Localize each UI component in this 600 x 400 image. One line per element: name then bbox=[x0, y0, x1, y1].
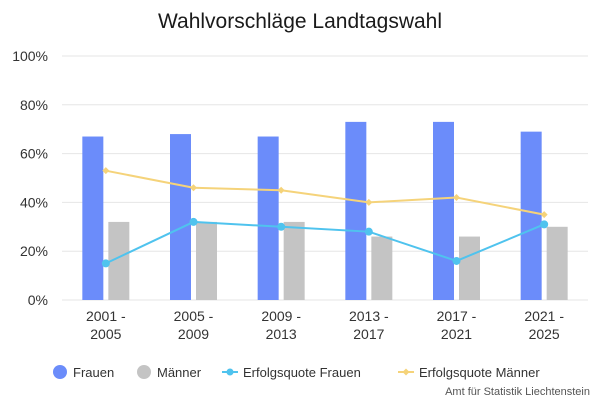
point-erfolgsquote-maenner bbox=[102, 167, 110, 175]
point-erfolgsquote-frauen bbox=[101, 259, 110, 268]
bar-maenner bbox=[546, 226, 568, 300]
legend-item-frauen: Frauen bbox=[53, 365, 114, 380]
point-erfolgsquote-maenner bbox=[190, 184, 197, 192]
legend-item-erfolgsquote-frauen: Erfolgsquote Frauen bbox=[222, 365, 361, 380]
point-erfolgsquote-maenner bbox=[540, 211, 548, 219]
bar-maenner bbox=[283, 221, 305, 300]
legend-item-erfolgsquote-maenner: Erfolgsquote Männer bbox=[398, 365, 540, 380]
y-tick-label: 60% bbox=[20, 146, 48, 162]
point-erfolgsquote-maenner bbox=[365, 198, 373, 206]
x-tick-label: 2013 -2017 bbox=[349, 308, 389, 342]
line-layer bbox=[101, 167, 549, 268]
bar-frauen bbox=[433, 121, 454, 300]
x-tick-label: 2005 -2009 bbox=[174, 308, 214, 342]
x-tick-label: 2017 -2021 bbox=[437, 308, 477, 342]
point-erfolgsquote-frauen bbox=[452, 256, 461, 265]
legend-label: Erfolgsquote Männer bbox=[419, 365, 540, 380]
bar-maenner bbox=[196, 221, 217, 300]
legend-swatch-marker bbox=[226, 368, 234, 376]
legend-swatch bbox=[53, 365, 67, 379]
point-erfolgsquote-frauen bbox=[189, 217, 198, 226]
x-axis-ticks: 2001 -2005 2005 -2009 2009 -2013 2013 -2017… bbox=[86, 308, 564, 342]
bar-frauen bbox=[257, 136, 279, 300]
grid-layer bbox=[62, 55, 588, 301]
bar-maenner bbox=[459, 236, 480, 300]
line-erfolgsquote-frauen bbox=[105, 220, 545, 265]
legend-label: Männer bbox=[157, 365, 202, 380]
legend-item-maenner: Männer bbox=[137, 365, 202, 380]
line-erfolgsquote-maenner bbox=[105, 169, 545, 216]
legend-swatch-marker bbox=[402, 368, 410, 376]
bar-frauen bbox=[170, 134, 191, 300]
y-tick-label: 100% bbox=[12, 48, 48, 64]
bar-frauen bbox=[520, 131, 542, 300]
source-credit: Amt für Statistik Liechtenstein bbox=[445, 386, 590, 398]
legend-swatch bbox=[137, 365, 151, 379]
point-erfolgsquote-maenner bbox=[277, 186, 285, 194]
point-erfolgsquote-maenner bbox=[453, 194, 460, 202]
x-tick-label: 2021 -2025 bbox=[524, 308, 564, 342]
y-tick-label: 80% bbox=[20, 97, 48, 113]
bar-frauen bbox=[82, 136, 104, 300]
point-erfolgsquote-frauen bbox=[364, 227, 373, 236]
bar-frauen bbox=[345, 121, 367, 300]
point-erfolgsquote-frauen bbox=[277, 222, 286, 231]
legend-label: Erfolgsquote Frauen bbox=[243, 365, 361, 380]
chart-title: Wahlvorschläge Landtagswahl bbox=[158, 10, 442, 33]
x-tick-label: 2001 -2005 bbox=[86, 308, 126, 342]
y-tick-label: 20% bbox=[20, 243, 48, 259]
bar-maenner bbox=[371, 236, 393, 300]
point-erfolgsquote-frauen bbox=[540, 220, 549, 229]
x-tick-label: 2009 -2013 bbox=[261, 308, 301, 342]
legend: Frauen Männer Erfolgsquote Frauen Erfolgsqu… bbox=[53, 365, 540, 380]
bar-maenner bbox=[108, 221, 130, 300]
y-tick-label: 0% bbox=[28, 292, 48, 308]
y-axis-ticks: 0% 20% 40% 60% 80% 100% bbox=[12, 48, 48, 308]
bar-layer bbox=[82, 121, 568, 300]
legend-label: Frauen bbox=[73, 365, 114, 380]
y-tick-label: 40% bbox=[20, 194, 48, 210]
